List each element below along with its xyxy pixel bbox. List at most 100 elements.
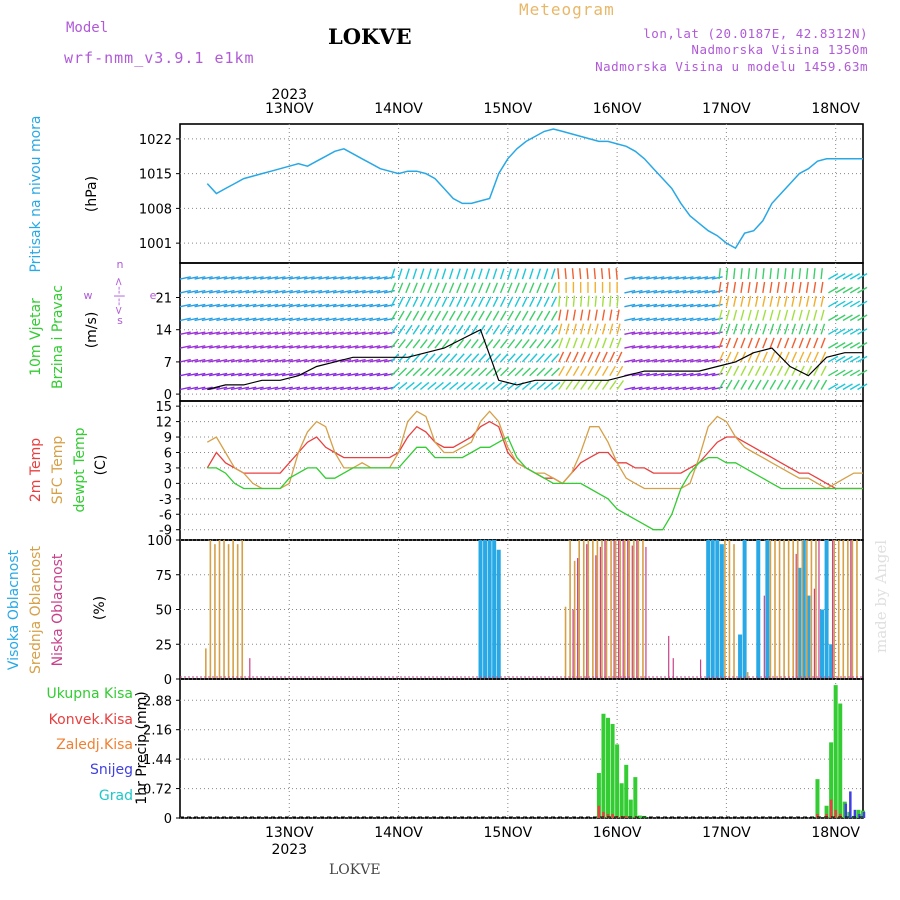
wind-barb	[405, 353, 414, 363]
cloud-bar	[599, 546, 602, 678]
wind-barb	[238, 289, 250, 294]
wind-barb	[601, 295, 605, 307]
wind-barb	[572, 309, 577, 321]
y-tick-label: 21	[155, 292, 172, 307]
wind-barb	[653, 303, 665, 308]
wind-barb	[536, 339, 545, 349]
wind-barb	[762, 281, 766, 294]
cloud-bar	[847, 540, 849, 678]
wind-barb	[543, 353, 553, 363]
wind-barb	[310, 386, 323, 391]
cloud-bar	[209, 540, 212, 678]
wind-barb	[631, 345, 643, 349]
wind-barb	[325, 331, 337, 335]
wind-barb	[507, 296, 514, 308]
precip-bar	[834, 809, 837, 818]
wind-barb	[223, 317, 235, 322]
wind-barb	[609, 309, 613, 321]
wind-barb	[448, 268, 454, 280]
wind-barb	[194, 289, 206, 294]
wind-barb	[310, 276, 323, 280]
wind-barb	[492, 296, 499, 308]
cloud-bar	[578, 540, 580, 678]
x-tick-label-top: 15NOV	[484, 101, 533, 117]
wind-barb	[704, 276, 716, 280]
wind-barb	[769, 281, 773, 294]
wind-barb	[725, 351, 732, 363]
wind-barb	[638, 372, 650, 377]
temp-axis-label-2m: 2m Temp	[28, 438, 44, 502]
wind-barb	[675, 358, 687, 363]
cloud-bar	[746, 672, 749, 678]
cloud-bar	[614, 540, 617, 678]
wind-barb	[427, 339, 436, 349]
wind-barb	[325, 386, 337, 391]
precip-legend-label: Zaledj.Kisa	[56, 737, 133, 753]
wind-barb	[565, 323, 570, 335]
wind-barb	[376, 317, 388, 322]
wind-barb	[697, 345, 709, 349]
wind-barb	[828, 383, 839, 391]
wind-barb	[390, 367, 400, 377]
wind-barb	[675, 331, 687, 335]
wind-barb	[179, 317, 191, 322]
wind-barb	[754, 351, 761, 363]
cloud-bar	[778, 540, 781, 678]
wind-barb	[252, 317, 264, 322]
wind-barb	[624, 358, 636, 363]
wind-barb	[296, 289, 308, 294]
meteogram-label: Meteogram	[519, 0, 615, 19]
wind-barb	[718, 379, 726, 390]
wind-barb	[310, 317, 323, 322]
wind-barb	[529, 282, 535, 294]
y-tick-label: 100	[147, 534, 172, 549]
wind-barb	[725, 323, 731, 335]
wind-barb	[747, 365, 754, 377]
wind-barb	[448, 282, 455, 294]
wind-barb	[835, 369, 846, 377]
wind-barb	[500, 381, 510, 391]
wind-barb	[740, 365, 747, 377]
wind-barb	[536, 268, 542, 280]
cloud-bar	[478, 540, 483, 678]
cloud-bar	[605, 540, 608, 678]
wind-barb	[507, 310, 514, 321]
wind-barb	[456, 268, 461, 280]
wind-barb	[594, 323, 599, 335]
wind-barb	[419, 339, 428, 349]
wind-barb	[704, 317, 716, 322]
wind-barb	[289, 358, 301, 363]
wind-barb	[580, 380, 588, 390]
wind-barb	[194, 345, 206, 349]
wind-barb	[238, 358, 250, 363]
wind-barb	[857, 328, 868, 335]
cloud-bar	[796, 540, 799, 678]
wind-barb	[281, 372, 293, 377]
precip-bar	[824, 805, 829, 818]
wind-barb	[478, 381, 488, 391]
wind-barb	[609, 351, 616, 363]
wind-barb	[289, 386, 301, 391]
wind-barb	[267, 358, 279, 363]
cloud-bar	[636, 540, 638, 678]
wind-barb	[805, 281, 809, 294]
wind-barb	[682, 386, 694, 391]
wind-barb	[646, 289, 658, 294]
wind-barb	[653, 358, 665, 363]
wind-barb	[289, 289, 301, 294]
wind-barb	[383, 289, 395, 294]
wind-barb	[267, 317, 279, 322]
wind-barb	[463, 310, 471, 321]
wind-barb	[646, 372, 658, 377]
wind-barb	[631, 289, 643, 294]
cloud-bar	[792, 540, 794, 678]
wind-barb	[747, 268, 751, 280]
cloud-bar	[801, 540, 804, 678]
wind-barb	[740, 281, 744, 294]
wind-barb	[747, 281, 751, 294]
wind-barb	[820, 295, 825, 307]
wind-barb	[230, 289, 242, 294]
wind-barb	[580, 337, 586, 349]
wind-barb	[536, 324, 544, 335]
wind-barb	[485, 324, 493, 335]
